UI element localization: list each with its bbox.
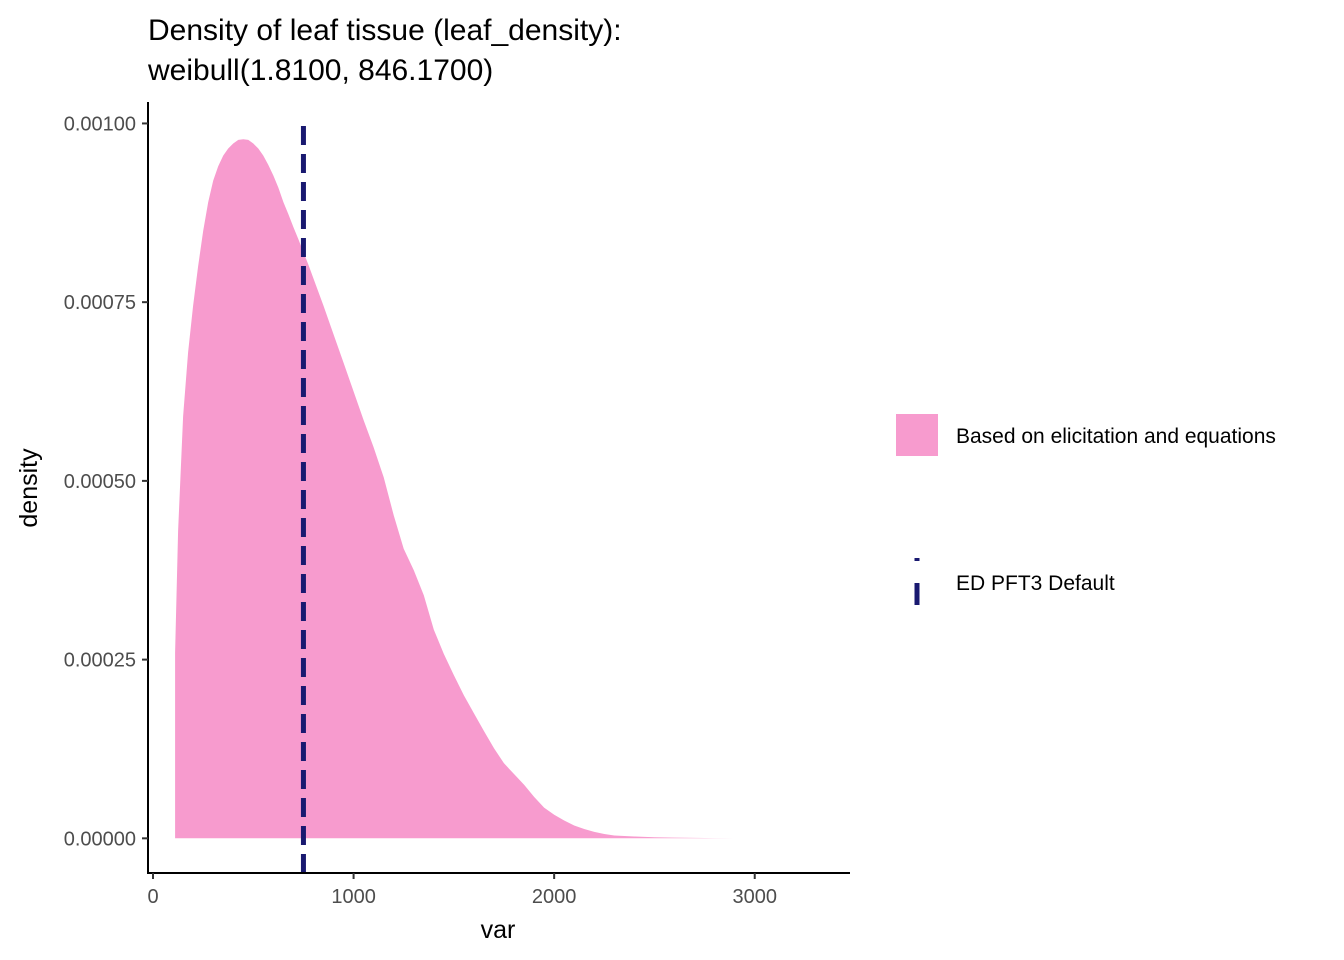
y-axis-title: density [15,448,43,528]
x-tick-label: 3000 [732,886,777,908]
legend-label-area: Based on elicitation and equations [956,425,1276,448]
x-tick-label: 0 [147,886,158,908]
y-tick-label: 0.00075 [64,292,136,314]
x-axis-title: var [481,916,516,944]
legend-label-line: ED PFT3 Default [956,572,1115,595]
density-area [175,139,755,839]
y-ticks: 0.00000 0.00025 0.00050 0.00075 0.00100 [64,113,148,850]
plot-title-line-1: Density of leaf tissue (leaf_density): [148,14,622,47]
plot-title-line-2: weibull(1.8100, 846.1700) [147,54,493,87]
x-ticks: 0 1000 2000 3000 [147,873,777,908]
legend-item-line: ED PFT3 Default [914,558,1115,605]
y-tick-label: 0.00000 [64,828,136,850]
legend: Based on elicitation and equations ED PF… [896,414,1276,605]
plot-area [175,122,755,873]
axes: 0.00000 0.00025 0.00050 0.00075 0.00100 0 100… [64,102,850,908]
x-tick-label: 2000 [532,886,577,908]
y-tick-label: 0.00100 [64,113,136,135]
y-tick-label: 0.00025 [64,650,136,672]
x-tick-label: 1000 [331,886,376,908]
legend-key-fill [896,414,938,456]
y-tick-label: 0.00050 [64,471,136,493]
plot-title: Density of leaf tissue (leaf_density): w… [147,14,622,87]
legend-item-area: Based on elicitation and equations [896,414,1276,456]
